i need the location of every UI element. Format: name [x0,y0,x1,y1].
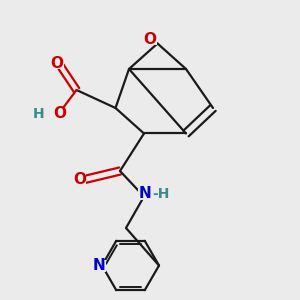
Bar [32,108,44,120]
Bar [51,108,69,120]
Text: O: O [143,32,157,46]
Bar [92,260,106,272]
Bar [138,188,153,200]
Bar [140,33,157,45]
Text: N: N [139,186,152,201]
Text: O: O [73,172,86,188]
Bar [73,174,86,186]
Text: -H: -H [152,187,169,200]
Text: O: O [50,56,64,70]
Bar [154,188,166,200]
Text: N: N [93,258,105,273]
Text: H: H [32,107,44,121]
Text: O: O [53,106,66,122]
Bar [50,57,64,69]
